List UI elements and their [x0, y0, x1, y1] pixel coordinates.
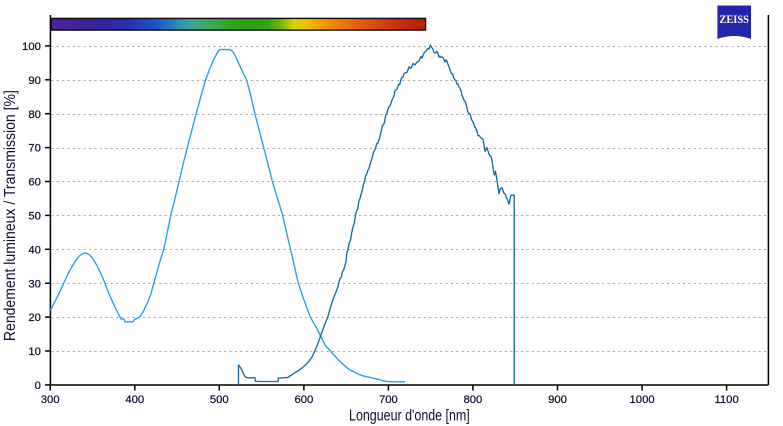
svg-text:40: 40: [28, 244, 41, 256]
svg-text:70: 70: [28, 143, 41, 155]
svg-text:60: 60: [28, 177, 41, 189]
svg-text:1100: 1100: [714, 394, 738, 406]
svg-text:20: 20: [28, 312, 41, 324]
svg-text:300: 300: [41, 394, 60, 406]
svg-text:0: 0: [35, 380, 41, 392]
svg-text:400: 400: [125, 394, 144, 406]
svg-text:90: 90: [28, 75, 41, 87]
svg-text:1000: 1000: [630, 394, 655, 406]
svg-text:500: 500: [210, 394, 229, 406]
svg-text:Longueur d'onde [nm]: Longueur d'onde [nm]: [349, 408, 470, 425]
svg-text:800: 800: [463, 394, 482, 406]
svg-text:700: 700: [379, 394, 398, 406]
svg-text:600: 600: [294, 394, 313, 406]
svg-text:10: 10: [28, 346, 41, 358]
svg-text:50: 50: [28, 211, 41, 223]
svg-text:ZEISS: ZEISS: [719, 13, 749, 26]
svg-text:100: 100: [22, 41, 41, 53]
svg-text:80: 80: [28, 109, 41, 121]
svg-text:30: 30: [28, 278, 41, 290]
svg-text:Rendement lumineux / Transmiss: Rendement lumineux / Transmission [%]: [2, 90, 19, 341]
svg-text:900: 900: [548, 394, 567, 406]
